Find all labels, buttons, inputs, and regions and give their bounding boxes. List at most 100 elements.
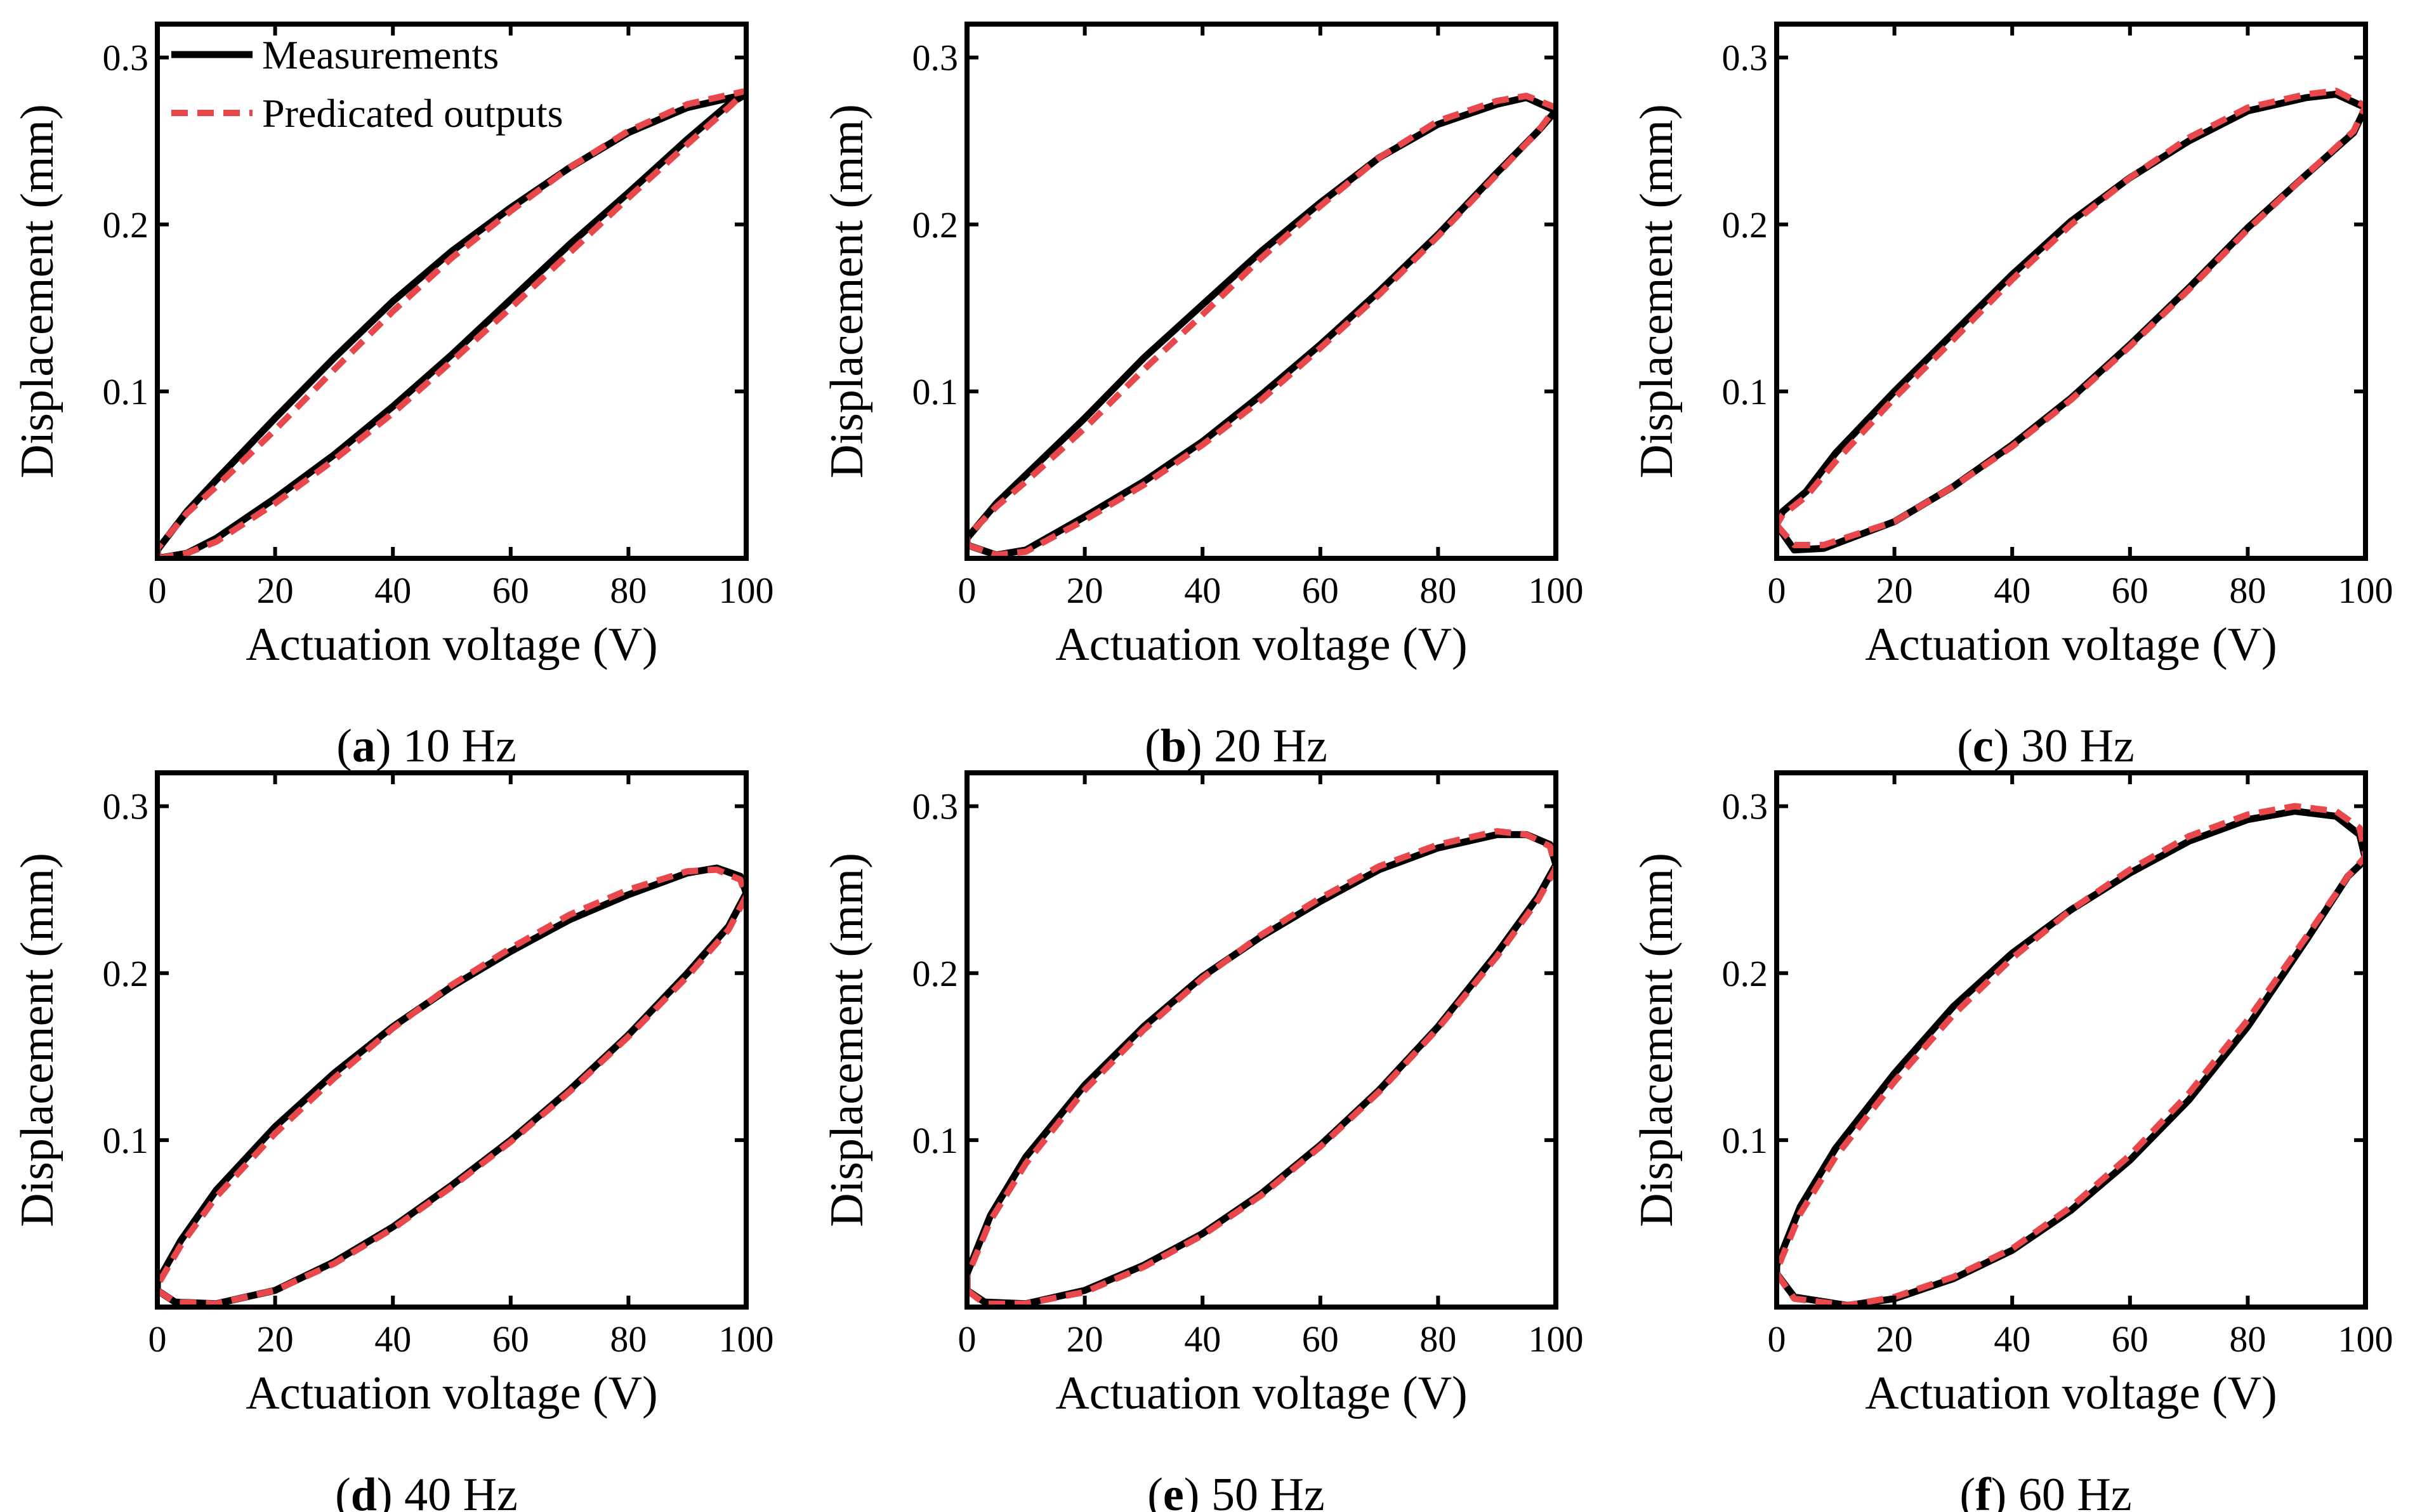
caption-letter: d: [351, 1469, 377, 1512]
x-axis-title: Actuation voltage (V): [1055, 1367, 1467, 1419]
legend-predicted-label: Predicated outputs: [262, 91, 563, 136]
x-tick-label: 0: [958, 570, 977, 611]
caption-frequency: 40 Hz: [393, 1469, 518, 1512]
x-tick-label: 80: [610, 570, 647, 611]
y-tick-label: 0.1: [912, 1120, 959, 1161]
panel-d: 0 20 40 60 80 100 0.1 0.2 0.3 Actuation voltage (…: [11, 770, 774, 1512]
caption-frequency: 60 Hz: [2006, 1469, 2131, 1512]
series-measurements-line: [157, 91, 746, 558]
x-axis-title: Actuation voltage (V): [1865, 1367, 2277, 1419]
y-axis-title: Displacement (mm): [821, 853, 873, 1227]
caption-letter: c: [1973, 720, 1994, 772]
y-tick-label: 0.3: [1722, 37, 1768, 79]
x-tick-label: 100: [719, 570, 774, 611]
series-measurements-line: [967, 831, 1556, 1307]
plot-frame: [155, 22, 749, 561]
x-axis-title: Actuation voltage (V): [1865, 619, 2277, 671]
plot-frame: [964, 770, 1558, 1310]
x-tick-label: 100: [2338, 570, 2393, 611]
caption-paren-close: ): [376, 720, 392, 772]
y-tick-label: 0.1: [1722, 1120, 1768, 1161]
y-tick-label: 0.3: [1722, 786, 1768, 827]
y-axis-title: Displacement (mm): [1631, 853, 1683, 1227]
x-tick-label: 0: [1768, 1318, 1786, 1360]
y-axis-title: Displacement (mm): [11, 853, 63, 1227]
caption-letter: a: [352, 720, 376, 772]
x-tick-label: 20: [1067, 570, 1103, 611]
x-tick-label: 20: [1876, 1318, 1913, 1360]
panel-caption: (c) 30 Hz: [1957, 720, 2134, 772]
x-axis-title: Actuation voltage (V): [246, 1367, 657, 1419]
x-tick-label: 60: [2112, 570, 2148, 611]
y-tick-label: 0.2: [1722, 953, 1768, 994]
caption-paren-close: ): [1184, 1469, 1200, 1512]
x-tick-label: 100: [2338, 1318, 2393, 1360]
x-tick-label: 40: [1184, 570, 1221, 611]
panel-a: 0 20 40 60 80 100 0.1 0.2 0.3 Actuation voltage (…: [11, 22, 774, 772]
x-tick-label: 0: [1768, 570, 1786, 611]
panel-caption: (a) 10 Hz: [336, 720, 517, 772]
x-tick-label: 40: [1994, 1318, 2030, 1360]
panel-b: 0 20 40 60 80 100 0.1 0.2 0.3 Actuation voltage (…: [821, 22, 1584, 772]
caption-frequency: 30 Hz: [2009, 720, 2134, 772]
panel-caption: (f) 60 Hz: [1959, 1469, 2131, 1512]
y-tick-label: 0.1: [103, 1120, 149, 1161]
caption-paren-close: ): [1187, 720, 1202, 772]
legend-measurements-label: Measurements: [262, 32, 499, 77]
x-axis-title: Actuation voltage (V): [1055, 619, 1467, 671]
panel-c: 0 20 40 60 80 100 0.1 0.2 0.3 Actuation voltage (…: [1631, 22, 2393, 772]
panel-f: 0 20 40 60 80 100 0.1 0.2 0.3 Actuation voltage (…: [1631, 770, 2393, 1512]
y-tick-label: 0.3: [103, 786, 149, 827]
y-tick-label: 0.1: [912, 371, 959, 412]
caption-paren-open: (: [1147, 1469, 1163, 1512]
x-tick-label: 100: [719, 1318, 774, 1360]
x-tick-label: 60: [1302, 1318, 1339, 1360]
series-predicted-line: [157, 88, 746, 558]
caption-letter: f: [1975, 1469, 1992, 1512]
caption-letter: e: [1163, 1469, 1184, 1512]
y-tick-label: 0.1: [1722, 371, 1768, 412]
series-measurements-line: [1777, 91, 2366, 554]
x-tick-label: 40: [374, 570, 411, 611]
x-tick-label: 40: [1994, 570, 2030, 611]
y-axis-title: Displacement (mm): [821, 104, 873, 478]
y-tick-label: 0.2: [912, 953, 959, 994]
series-measurements-line: [967, 94, 1556, 558]
series-predicted-line: [157, 866, 746, 1307]
x-tick-label: 20: [1876, 570, 1913, 611]
x-tick-label: 80: [2229, 1318, 2266, 1360]
x-tick-label: 20: [257, 1318, 294, 1360]
y-tick-label: 0.2: [103, 953, 149, 994]
caption-paren-close: ): [1994, 720, 2010, 772]
series-measurements-line: [157, 864, 746, 1307]
x-tick-label: 20: [257, 570, 294, 611]
series-predicted-line: [967, 828, 1556, 1307]
y-tick-label: 0.3: [103, 37, 149, 79]
caption-paren-open: (: [336, 720, 352, 772]
x-tick-label: 0: [148, 1318, 167, 1360]
y-tick-label: 0.2: [103, 204, 149, 246]
caption-paren-open: (: [1145, 720, 1161, 772]
plot-frame: [964, 22, 1558, 561]
panel-caption: (b) 20 Hz: [1145, 720, 1327, 772]
x-tick-label: 80: [610, 1318, 647, 1360]
panel-e: 0 20 40 60 80 100 0.1 0.2 0.3 Actuation voltage (…: [821, 770, 1584, 1512]
caption-paren-open: (: [1959, 1469, 1975, 1512]
y-tick-label: 0.2: [912, 204, 959, 246]
series-predicted-line: [967, 93, 1556, 558]
x-tick-label: 80: [1419, 570, 1456, 611]
y-axis-title: Displacement (mm): [1631, 104, 1683, 478]
x-tick-label: 60: [1302, 570, 1339, 611]
caption-paren-close: ): [377, 1469, 393, 1512]
series-predicted-line: [1777, 88, 2366, 548]
x-tick-label: 80: [1419, 1318, 1456, 1360]
plot-frame: [1774, 770, 2368, 1310]
caption-frequency: 20 Hz: [1202, 720, 1327, 772]
x-tick-label: 40: [374, 1318, 411, 1360]
series-measurements-line: [1777, 808, 2366, 1307]
x-tick-label: 60: [492, 1318, 529, 1360]
y-tick-label: 0.1: [103, 371, 149, 412]
caption-paren-open: (: [1957, 720, 1973, 772]
x-tick-label: 0: [148, 570, 167, 611]
